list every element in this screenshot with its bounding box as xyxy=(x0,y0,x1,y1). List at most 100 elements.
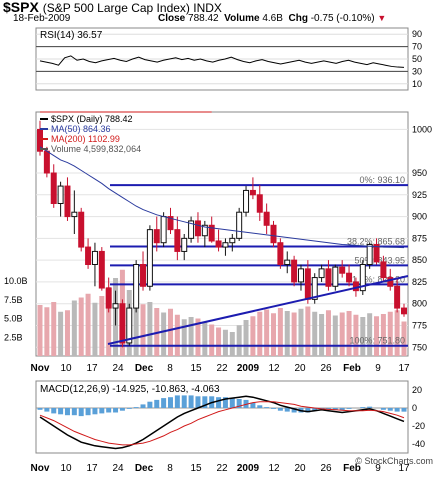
macd-histogram-bar xyxy=(250,402,256,408)
macd-histogram-bar xyxy=(312,408,318,411)
volume-bar xyxy=(140,304,146,356)
rsi-tick-label: 30 xyxy=(412,66,422,76)
x-tick-label: 15 xyxy=(190,463,202,474)
macd-histogram-bar xyxy=(119,408,125,411)
volume-bar xyxy=(64,310,70,356)
candle-body xyxy=(387,277,394,287)
x-tick-label: 20 xyxy=(294,463,306,474)
volume-bar xyxy=(332,315,338,356)
fib-label: 0%: 936.10 xyxy=(359,175,405,185)
volume-bar xyxy=(319,314,325,356)
macd-histogram-bar xyxy=(154,399,160,408)
candle-body xyxy=(263,211,270,226)
price-tick-label: 925 xyxy=(412,190,427,200)
candle-body xyxy=(153,229,160,244)
candle-body xyxy=(277,242,284,265)
price-panel: 750 775 800 825 850 875 900 925 950 1000 2.5B 5.0B… xyxy=(4,111,432,357)
macd-histogram-bar xyxy=(305,408,311,413)
volume-bar xyxy=(243,320,249,356)
candle-body xyxy=(359,264,366,292)
candle-body xyxy=(78,211,85,248)
candle-body xyxy=(380,261,387,279)
macd-histogram-bar xyxy=(257,405,263,408)
x-tick-label: Nov xyxy=(31,363,50,374)
candle-body xyxy=(160,216,167,244)
candle-body xyxy=(256,194,263,213)
rsi-tick-label: 90 xyxy=(412,29,422,39)
symbol-title: $SPX (S&P 500 Large Cap Index) INDX xyxy=(3,0,222,15)
candle-body xyxy=(133,264,140,309)
candle-body xyxy=(339,266,346,274)
volume-bar xyxy=(394,310,400,356)
volume-bar xyxy=(181,319,187,356)
candle-body xyxy=(57,185,64,204)
volume-bar xyxy=(44,307,50,356)
macd-tick-label: 20 xyxy=(412,385,422,395)
macd-histogram-bar xyxy=(126,408,132,409)
candle-body xyxy=(215,240,222,248)
volume-bar xyxy=(380,314,386,356)
macd-panel: -40 -20 0 20 MACD(12,26,9) -14.925, -10.863… xyxy=(35,380,425,454)
volume-bar xyxy=(133,299,139,356)
volume-bar xyxy=(167,308,173,356)
candle-body xyxy=(105,287,112,309)
candle-body xyxy=(188,220,195,239)
candle-body xyxy=(325,268,332,287)
macd-histogram-bar xyxy=(360,407,366,408)
price-tick-label: 900 xyxy=(412,212,427,222)
macd-histogram-bar xyxy=(346,408,352,409)
macd-histogram-bar xyxy=(277,408,283,411)
rsi-tick-label: 50 xyxy=(412,54,422,64)
macd-histogram-bar xyxy=(387,408,393,411)
candle-body xyxy=(352,281,359,292)
volume-bar xyxy=(216,327,222,356)
legend-label: Volume 4,599,832,064 xyxy=(51,144,141,154)
volume-bar xyxy=(374,316,380,356)
x-tick-label: 26 xyxy=(320,463,332,474)
macd-histogram-bar xyxy=(229,398,235,408)
ma50-line xyxy=(39,146,405,249)
volume-bar xyxy=(360,317,366,356)
down-arrow-icon: ▼ xyxy=(377,13,387,23)
candle-body xyxy=(394,285,401,309)
macd-histogram-bar xyxy=(195,396,201,408)
macd-legend: MACD(12,26,9) -14.925, -10.863, -4.063 xyxy=(40,384,220,395)
macd-histogram-bar xyxy=(202,396,208,408)
x-tick-label: 2009 xyxy=(237,463,260,474)
x-tick-label: 12 xyxy=(268,463,280,474)
macd-histogram-bar xyxy=(51,408,57,414)
x-tick-label: 8 xyxy=(167,463,173,474)
quote-date: 18-Feb-2009 xyxy=(13,13,71,24)
legend-label: MA(50) 864.36 xyxy=(51,124,111,134)
candle-body xyxy=(297,268,304,283)
macd-histogram-bar xyxy=(188,395,194,408)
macd-tick-label: 0 xyxy=(412,403,417,413)
x-tick-label: 17 xyxy=(86,363,98,374)
candle-body xyxy=(229,237,236,244)
x-tick-label: 22 xyxy=(216,363,228,374)
price-tick-label: 1000 xyxy=(412,124,432,134)
candle-body xyxy=(181,237,188,252)
volume-bar xyxy=(202,321,208,356)
rsi-tick-label: 70 xyxy=(412,42,422,52)
x-tick-label: 17 xyxy=(86,463,98,474)
macd-histogram-bar xyxy=(147,401,153,408)
candle-body xyxy=(243,189,250,213)
volume-bar xyxy=(387,311,393,356)
macd-histogram-bar xyxy=(380,408,386,410)
macd-histogram-bar xyxy=(325,408,331,410)
volume-bar xyxy=(353,314,359,356)
x-tick-label: 12 xyxy=(268,363,280,374)
volume-bar xyxy=(51,302,57,356)
x-tick-label: 15 xyxy=(190,363,202,374)
macd-histogram-bar xyxy=(222,397,228,408)
candle-body xyxy=(119,303,126,344)
macd-histogram-bar xyxy=(113,408,119,413)
macd-histogram-bar xyxy=(264,407,270,408)
candle-body xyxy=(373,243,380,263)
macd-line xyxy=(39,395,405,450)
volume-bar xyxy=(188,317,194,356)
x-tick-label: 22 xyxy=(216,463,228,474)
rsi-legend: RSI(14) 36.57 xyxy=(40,30,103,41)
volume-bar xyxy=(284,311,290,356)
